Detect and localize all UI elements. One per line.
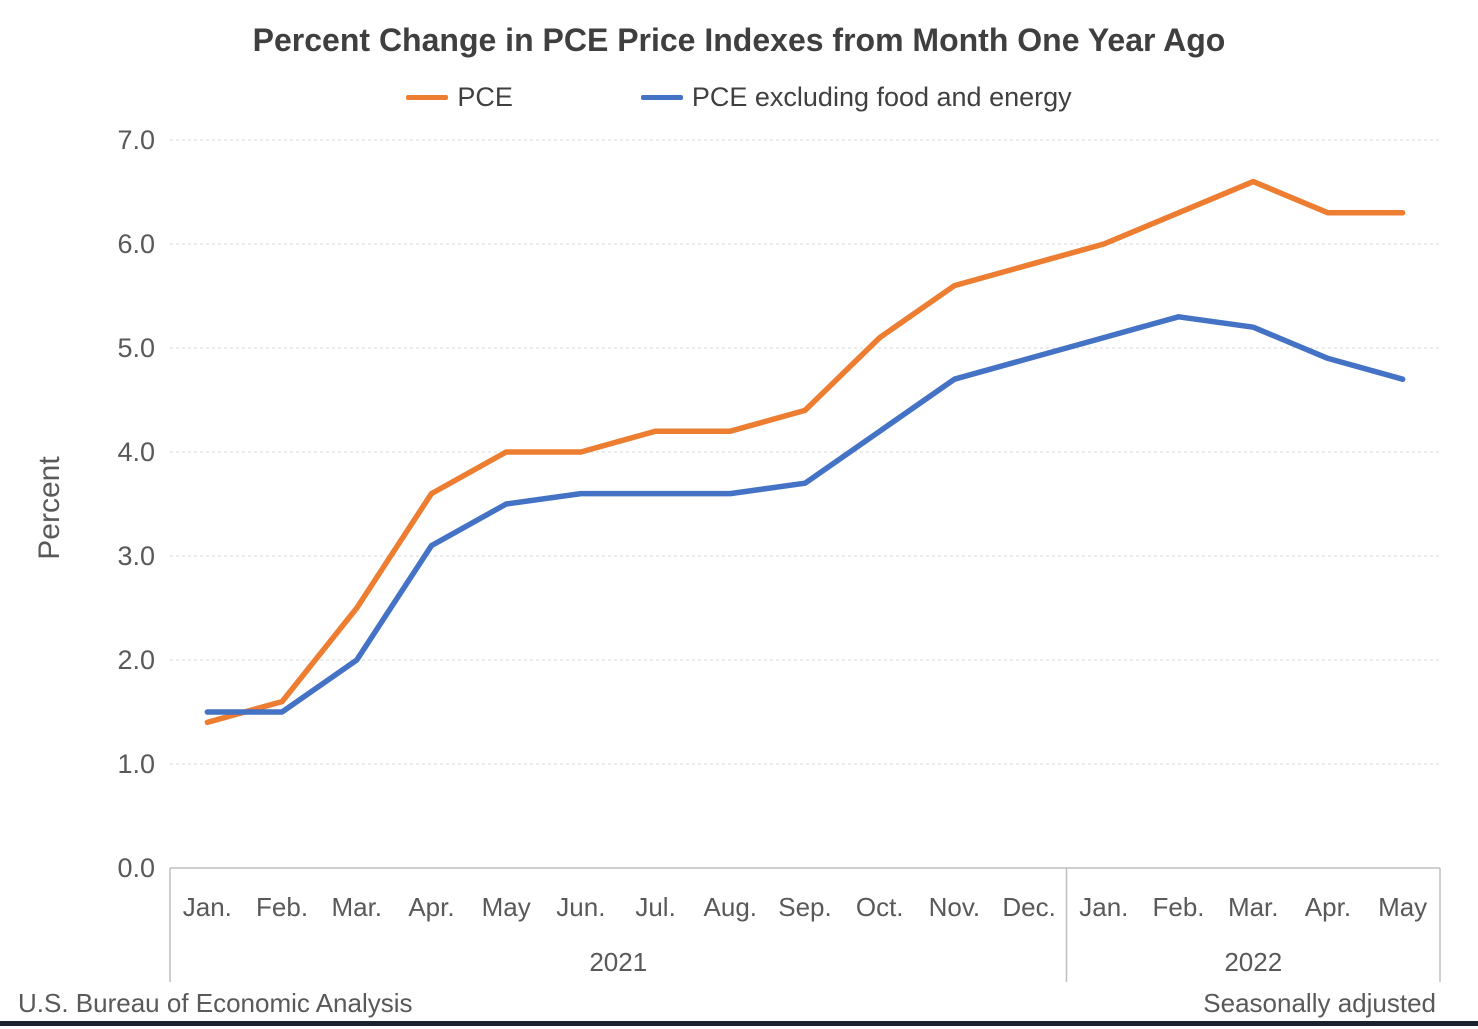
year-label: 2021 [589, 947, 648, 977]
y-tick-label: 3.0 [117, 541, 155, 571]
bottom-accent-bar [0, 1021, 1478, 1026]
x-tick-label: Jun. [556, 892, 606, 922]
x-tick-label: May [481, 892, 531, 922]
x-tick-label: Jul. [635, 892, 676, 922]
series-line-core-pce [204, 314, 1406, 715]
x-tick-label: Jan. [182, 892, 232, 922]
x-tick-label: Mar. [331, 892, 383, 922]
x-tick-label: Mar. [1227, 892, 1279, 922]
y-tick-label: 0.0 [117, 853, 155, 883]
legend-label: PCE [457, 81, 513, 112]
source-note: U.S. Bureau of Economic Analysis [18, 988, 413, 1018]
x-tick-label: Oct. [855, 892, 904, 922]
legend-swatch-icon [406, 94, 449, 100]
year-label: 2022 [1224, 947, 1283, 977]
x-tick-label: Apr. [408, 892, 455, 922]
x-tick-label: Aug. [703, 892, 758, 922]
x-tick-label: May [1378, 892, 1428, 922]
legend-swatch-icon [640, 94, 683, 100]
x-tick-label: Jan. [1079, 892, 1129, 922]
x-tick-label: Nov. [928, 892, 981, 922]
x-tick-label: Feb. [1152, 892, 1205, 922]
legend-item-core-pce: PCE excluding food and energy [640, 81, 1072, 113]
y-tick-label: 5.0 [117, 333, 155, 363]
x-tick-label: Sep. [778, 892, 832, 922]
legend-label: PCE excluding food and energy [691, 81, 1072, 112]
y-tick-label: 1.0 [117, 749, 155, 779]
y-tick-label: 2.0 [117, 645, 155, 675]
legend-item-pce: PCE [406, 82, 513, 113]
y-tick-label: 7.0 [117, 125, 155, 155]
y-tick-label: 6.0 [117, 229, 155, 259]
x-tick-label: Feb. [256, 892, 309, 922]
chart-title: Percent Change in PCE Price Indexes from… [252, 22, 1226, 58]
adjustment-note: Seasonally adjusted [1203, 988, 1436, 1018]
y-tick-label: 4.0 [117, 437, 155, 467]
series-line-pce [204, 178, 1406, 726]
x-tick-label: Apr. [1304, 892, 1352, 922]
legend: PCE PCE excluding food and energy [0, 80, 1478, 114]
x-tick-label: Dec. [1002, 892, 1056, 922]
